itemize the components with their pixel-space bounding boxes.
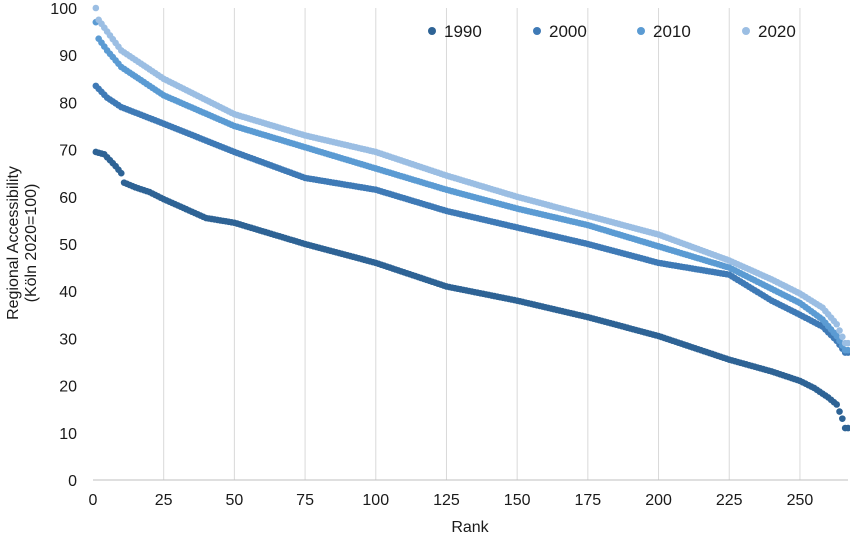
x-tick-label: 75 bbox=[296, 492, 314, 509]
series-layer bbox=[92, 4, 850, 432]
legend-marker bbox=[428, 27, 436, 35]
y-axis-title-line-1: Regional Accessibility bbox=[5, 166, 22, 320]
y-tick-label: 70 bbox=[59, 143, 77, 160]
vertical-gridlines bbox=[163, 8, 801, 480]
y-tick-label: 20 bbox=[59, 379, 77, 396]
y-tick-label: 0 bbox=[68, 473, 77, 490]
legend: 1990 2000 2010 2020 bbox=[428, 22, 796, 41]
data-point bbox=[836, 327, 843, 334]
y-axis-title-line-2: (Köln 2020=100) bbox=[23, 184, 40, 303]
y-tick-label: 50 bbox=[59, 237, 77, 254]
data-point bbox=[117, 169, 125, 177]
x-axis-ticks: 0 25 50 75 100 125 150 175 200 225 250 bbox=[89, 492, 814, 509]
data-point bbox=[92, 4, 100, 12]
series-2010 bbox=[92, 18, 850, 354]
data-point bbox=[839, 415, 846, 422]
y-tick-label: 60 bbox=[59, 190, 77, 207]
y-axis-ticks: 0 10 20 30 40 50 60 70 80 90 100 bbox=[50, 1, 77, 490]
series-1990 bbox=[92, 148, 850, 432]
y-tick-label: 90 bbox=[59, 48, 77, 65]
legend-label: 2000 bbox=[549, 22, 587, 41]
y-tick-label: 40 bbox=[59, 284, 77, 301]
x-tick-label: 175 bbox=[574, 492, 601, 509]
data-point bbox=[833, 401, 840, 408]
legend-label: 2010 bbox=[653, 22, 691, 41]
x-tick-label: 125 bbox=[433, 492, 460, 509]
data-point bbox=[836, 408, 843, 415]
x-tick-label: 0 bbox=[89, 492, 98, 509]
legend-marker bbox=[637, 27, 645, 35]
data-point bbox=[844, 339, 850, 347]
legend-marker bbox=[742, 27, 750, 35]
x-tick-label: 250 bbox=[787, 492, 814, 509]
series-2000 bbox=[92, 82, 850, 356]
y-tick-label: 10 bbox=[59, 426, 77, 443]
x-tick-label: 50 bbox=[225, 492, 243, 509]
x-tick-label: 225 bbox=[716, 492, 743, 509]
data-point bbox=[844, 346, 850, 354]
legend-label: 1990 bbox=[444, 22, 482, 41]
x-tick-label: 100 bbox=[362, 492, 389, 509]
series-2020 bbox=[92, 4, 850, 347]
data-point bbox=[844, 424, 850, 432]
x-tick-label: 25 bbox=[155, 492, 173, 509]
x-tick-label: 150 bbox=[504, 492, 531, 509]
legend-label: 2020 bbox=[758, 22, 796, 41]
legend-marker bbox=[533, 27, 541, 35]
y-tick-label: 30 bbox=[59, 331, 77, 348]
y-tick-label: 100 bbox=[50, 1, 77, 18]
x-axis-title: Rank bbox=[451, 519, 489, 536]
x-tick-label: 200 bbox=[645, 492, 672, 509]
data-point bbox=[839, 333, 846, 341]
data-point bbox=[833, 320, 840, 328]
y-tick-label: 80 bbox=[59, 95, 77, 112]
